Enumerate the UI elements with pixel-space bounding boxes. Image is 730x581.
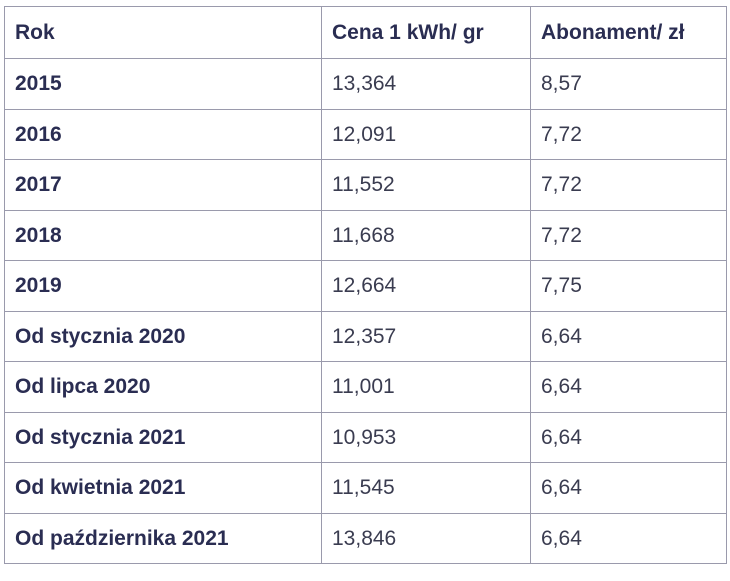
table-row: Od października 2021 13,846 6,64 <box>4 512 727 564</box>
row-subscription: 7,75 <box>530 260 727 312</box>
row-year: 2016 <box>4 108 322 160</box>
row-year: 2019 <box>4 260 322 312</box>
row-price: 11,552 <box>321 159 531 211</box>
row-price: 12,091 <box>321 108 531 160</box>
row-price: 11,668 <box>321 209 531 261</box>
table-row: 2017 11,552 7,72 <box>4 159 727 211</box>
row-price: 12,357 <box>321 310 531 362</box>
table-row: Od stycznia 2021 10,953 6,64 <box>4 411 727 463</box>
table-row: 2018 11,668 7,72 <box>4 209 727 261</box>
table-row: 2016 12,091 7,72 <box>4 108 727 160</box>
table-row: Od kwietnia 2021 11,545 6,64 <box>4 462 727 514</box>
price-table: Rok Cena 1 kWh/ gr Abonament/ zł 2015 13… <box>4 6 727 564</box>
row-price: 13,364 <box>321 58 531 110</box>
row-subscription: 7,72 <box>530 159 727 211</box>
row-subscription: 7,72 <box>530 108 727 160</box>
table-row: Od stycznia 2020 12,357 6,64 <box>4 310 727 362</box>
row-subscription: 8,57 <box>530 58 727 110</box>
table-row: 2015 13,364 8,57 <box>4 58 727 110</box>
row-subscription: 6,64 <box>530 361 727 413</box>
row-year: 2015 <box>4 58 322 110</box>
row-year: Od lipca 2020 <box>4 361 322 413</box>
header-price-per-kwh: Cena 1 kWh/ gr <box>321 6 531 59</box>
row-price: 13,846 <box>321 512 531 564</box>
row-subscription: 6,64 <box>530 462 727 514</box>
row-subscription: 6,64 <box>530 512 727 564</box>
row-price: 10,953 <box>321 411 531 463</box>
row-year: Od października 2021 <box>4 512 322 564</box>
header-year: Rok <box>4 6 322 59</box>
table-row: Od lipca 2020 11,001 6,64 <box>4 361 727 413</box>
row-year: Od stycznia 2020 <box>4 310 322 362</box>
row-year: 2018 <box>4 209 322 261</box>
row-subscription: 7,72 <box>530 209 727 261</box>
row-price: 12,664 <box>321 260 531 312</box>
row-subscription: 6,64 <box>530 411 727 463</box>
row-year: Od stycznia 2021 <box>4 411 322 463</box>
row-year: 2017 <box>4 159 322 211</box>
table-row: 2019 12,664 7,75 <box>4 260 727 312</box>
price-table-container: Rok Cena 1 kWh/ gr Abonament/ zł 2015 13… <box>4 6 727 564</box>
row-subscription: 6,64 <box>530 310 727 362</box>
row-price: 11,545 <box>321 462 531 514</box>
row-price: 11,001 <box>321 361 531 413</box>
row-year: Od kwietnia 2021 <box>4 462 322 514</box>
table-header-row: Rok Cena 1 kWh/ gr Abonament/ zł <box>4 6 727 59</box>
header-subscription: Abonament/ zł <box>530 6 727 59</box>
